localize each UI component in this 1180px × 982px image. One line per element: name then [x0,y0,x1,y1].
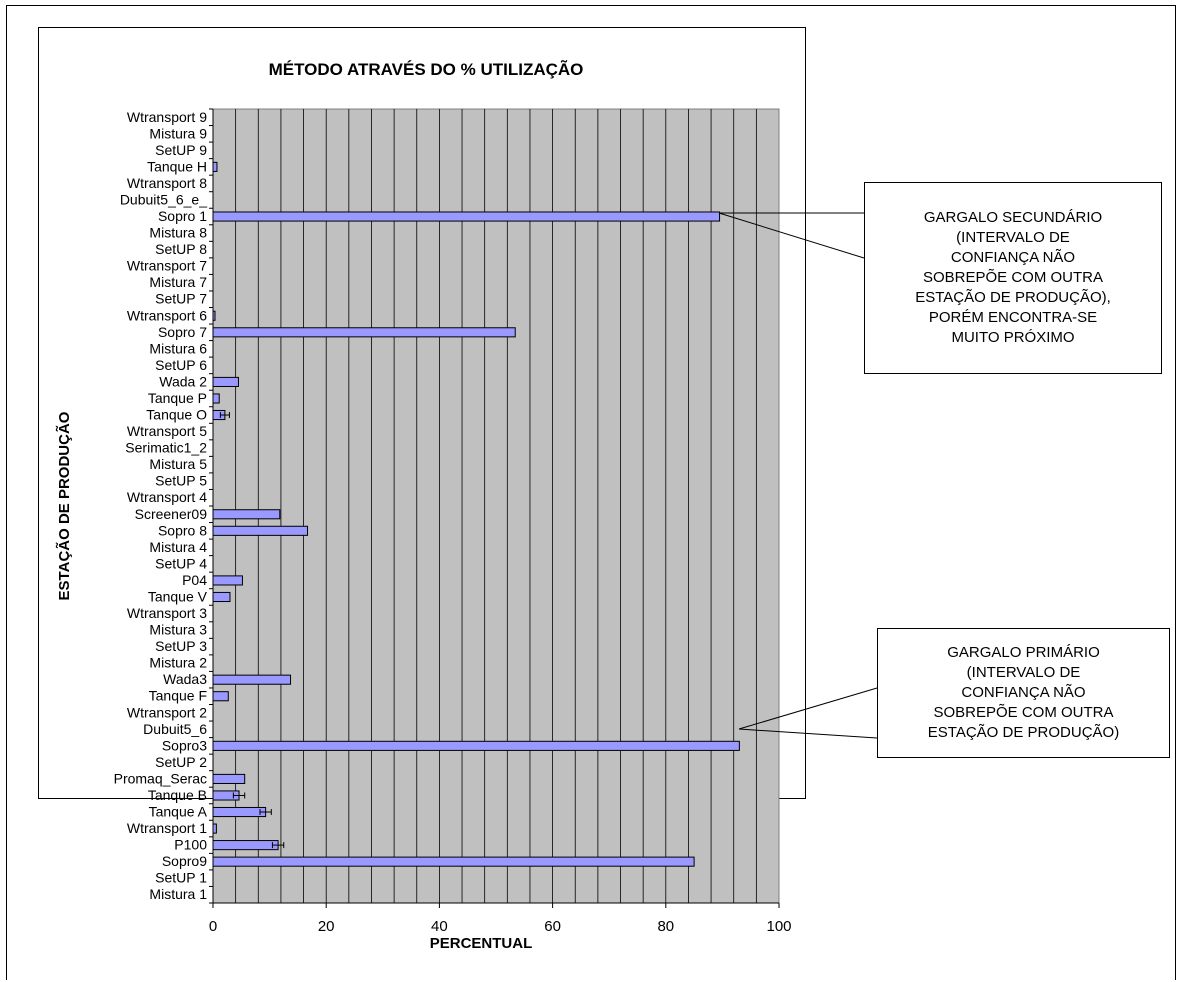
y-tick-label: Screener09 [135,506,208,522]
y-tick-label: Mistura 4 [149,539,207,555]
y-tick-label: Mistura 6 [149,340,207,356]
y-tick-label: Sopro 1 [158,208,207,224]
y-tick-label: SetUP 3 [155,638,207,654]
y-tick-label: Sopro 7 [158,324,207,340]
bar [212,840,279,851]
y-tick-label: Tanque F [149,688,207,704]
x-tick-label: 80 [657,918,674,935]
y-tick-label: Dubuit5_6_e_ [120,191,207,207]
x-tick-label: 40 [431,918,448,935]
y-tick-label: Wada3 [163,671,207,687]
y-tick-label: Mistura 9 [149,125,207,141]
x-tick-label: 60 [544,918,561,935]
callout-primary-bottleneck: GARGALO PRIMÁRIO (INTERVALO DE CONFIANÇA… [877,628,1170,758]
y-tick-label: Dubuit5_6 [143,721,207,737]
y-tick-label: Wtransport 6 [127,307,207,323]
y-tick-label: Tanque O [146,407,207,423]
outer-frame [6,5,1176,980]
bar [212,823,217,834]
bar [212,806,267,818]
x-axis-label: PERCENTUAL [430,935,533,952]
y-tick-label: SetUP 9 [155,142,207,158]
bar [212,327,516,338]
x-tick-label: 100 [766,918,791,935]
x-tick-label: 0 [209,918,217,935]
y-tick-label: Mistura 2 [149,655,207,671]
y-tick-label: Tanque P [148,390,207,406]
callout-leader-primary [738,687,878,730]
y-tick-label: Wtransport 4 [127,489,207,505]
y-tick-label: SetUP 5 [155,473,207,489]
x-tick-label: 20 [318,918,335,935]
y-tick-label: Tanque A [149,804,208,820]
bar [212,856,695,867]
y-tick-label: Wtransport 1 [127,820,207,836]
bar [212,674,292,685]
y-tick-label: Sopro9 [162,853,207,869]
callout-leader-secondary-2 [718,212,865,259]
bar [212,376,239,387]
y-tick-label: Tanque V [148,588,208,604]
bar [212,591,231,603]
y-axis-label: ESTAÇÃO DE PRODUÇÃO [55,411,73,600]
bar [212,393,220,404]
y-tick-label: SetUP 4 [155,555,207,571]
y-tick-label: SetUP 7 [155,291,207,307]
y-tick-label: Tanque B [148,787,207,803]
y-tick-label: Promaq_Serac [114,770,207,786]
callout-secondary-bottleneck: GARGALO SECUNDÁRIO (INTERVALO DE CONFIAN… [864,182,1162,374]
y-tick-label: Wtransport 8 [127,175,207,191]
bar [212,525,309,536]
y-tick-label: Wtransport 9 [127,109,207,125]
bar [212,211,721,222]
bar [212,740,740,751]
y-tick-label: SetUP 1 [155,870,207,886]
y-tick-label: Mistura 7 [149,274,207,290]
bar [212,691,229,702]
bar [212,773,246,784]
y-tick-label: Wada 2 [159,373,207,389]
y-tick-label: SetUP 8 [155,241,207,257]
y-tick-label: P04 [182,572,207,588]
y-tick-label: SetUP 6 [155,357,207,373]
y-tick-label: Wtransport 5 [127,423,207,439]
y-tick-label: Sopro 8 [158,522,207,538]
y-tick-label: Wtransport 3 [127,605,207,621]
y-tick-label: Mistura 1 [149,886,207,902]
callout-leader-primary-2 [738,728,878,739]
y-tick-label: Tanque H [147,158,207,174]
y-tick-label: Sopro3 [162,737,207,753]
bar [212,575,243,586]
y-tick-label: Mistura 8 [149,225,207,241]
y-tick-label: Mistura 5 [149,456,207,472]
bar [212,509,281,520]
chart-title: MÉTODO ATRAVÉS DO % UTILIZAÇÃO [269,59,584,79]
y-tick-label: Wtransport 7 [127,258,207,274]
y-tick-label: Wtransport 2 [127,704,207,720]
bar [212,161,218,172]
y-tick-label: SetUP 2 [155,754,207,770]
plot-area [212,108,780,904]
y-tick-label: P100 [174,837,207,853]
y-tick-label: Serimatic1_2 [125,440,207,456]
y-tick-label: Mistura 3 [149,622,207,638]
